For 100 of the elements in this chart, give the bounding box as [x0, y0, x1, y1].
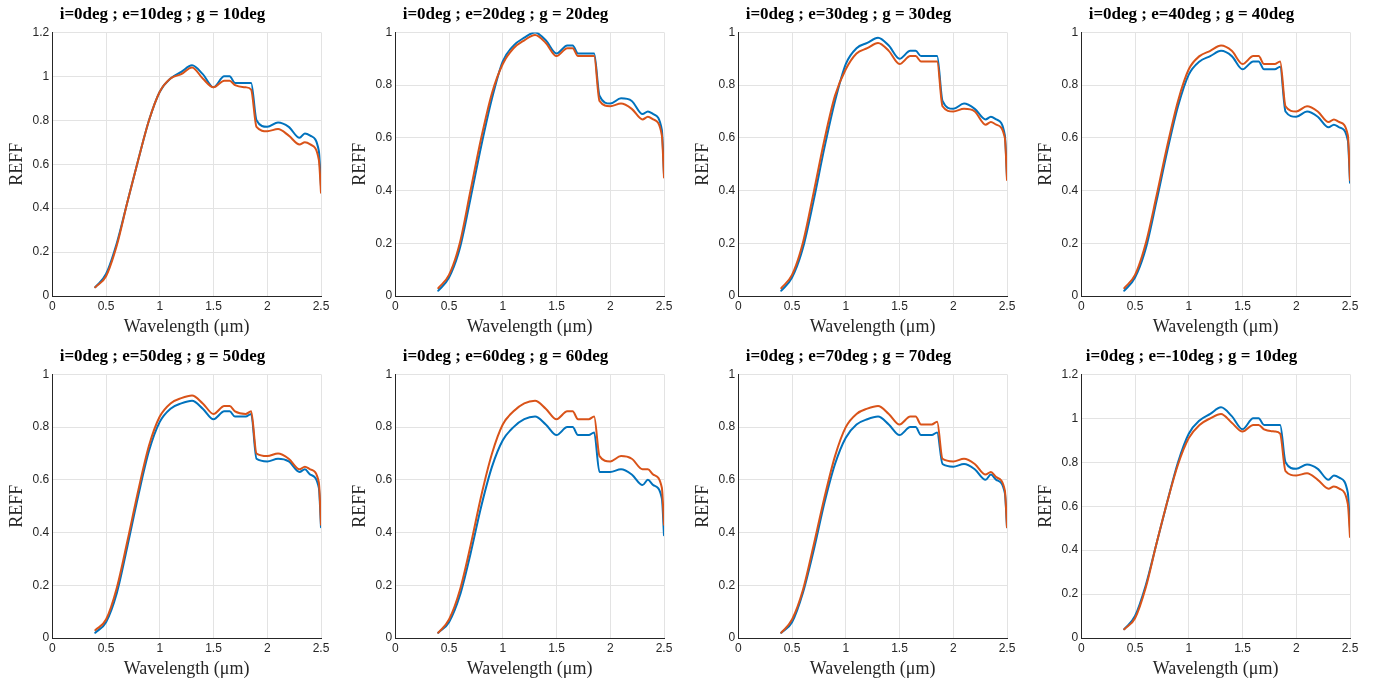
y-tick-label: 0.4	[1061, 182, 1079, 197]
chart-title: i=0deg ; e=50deg ; g = 50deg	[59, 345, 266, 365]
x-tick-label: 2	[263, 298, 271, 313]
x-tick-label: 2.5	[312, 298, 330, 313]
y-tick-label: 0.4	[375, 182, 393, 197]
y-tick-label: 1	[42, 366, 50, 381]
y-axis-title: REFF	[1034, 142, 1055, 186]
x-tick-label: 0.5	[783, 640, 801, 655]
y-tick-label: 1	[385, 366, 393, 381]
x-tick-label: 2	[949, 640, 957, 655]
x-tick-label: 1.5	[548, 298, 566, 313]
y-tick-label: 0.6	[718, 130, 736, 145]
y-tick-label: 0.8	[375, 419, 393, 434]
x-tick-label: 0.5	[97, 640, 115, 655]
y-axis-title: REFF	[348, 484, 369, 528]
y-tick-label: 0.4	[375, 524, 393, 539]
chart-title: i=0deg ; e=60deg ; g = 60deg	[402, 345, 609, 365]
chart-title: i=0deg ; e=-10deg ; g = 10deg	[1085, 345, 1298, 365]
x-tick-label: 2	[1292, 640, 1300, 655]
y-tick-label: 0	[385, 630, 393, 645]
y-tick-label: 0.6	[1061, 498, 1079, 513]
x-axis-title: Wavelength (μm)	[1152, 657, 1279, 679]
y-tick-label: 0.6	[375, 130, 393, 145]
y-tick-label: 1.2	[1061, 366, 1079, 381]
y-tick-label: 1	[728, 24, 736, 39]
y-axis-title: REFF	[691, 142, 712, 186]
y-tick-label: 1	[42, 68, 50, 83]
y-axis-title: REFF	[5, 484, 26, 528]
x-tick-label: 1	[156, 640, 164, 655]
chart-title: i=0deg ; e=10deg ; g = 10deg	[59, 3, 266, 23]
x-tick-label: 2	[1292, 298, 1300, 313]
x-tick-label: 1	[1185, 640, 1193, 655]
x-tick-label: 2.5	[1341, 298, 1359, 313]
x-tick-label: 1	[842, 298, 850, 313]
y-tick-label: 0.6	[32, 156, 50, 171]
x-axis-title: Wavelength (μm)	[466, 657, 593, 679]
x-tick-label: 2.5	[998, 298, 1016, 313]
y-tick-label: 0	[385, 288, 393, 303]
x-tick-label: 0.5	[440, 640, 458, 655]
x-tick-label: 2.5	[998, 640, 1016, 655]
y-tick-label: 0.4	[32, 200, 50, 215]
y-axis-title: REFF	[348, 142, 369, 186]
y-tick-label: 0	[42, 630, 50, 645]
y-axis-title: REFF	[691, 484, 712, 528]
y-tick-label: 0.4	[32, 524, 50, 539]
y-tick-label: 0.2	[1061, 235, 1079, 250]
x-tick-label: 1	[499, 640, 507, 655]
x-tick-label: 1.5	[1234, 298, 1252, 313]
y-tick-label: 0.2	[32, 577, 50, 592]
y-tick-label: 0.2	[32, 244, 50, 259]
y-tick-label: 0.2	[718, 235, 736, 250]
y-tick-label: 0.8	[375, 77, 393, 92]
y-tick-label: 0.4	[1061, 542, 1079, 557]
x-tick-label: 1.5	[891, 640, 909, 655]
y-tick-label: 1.2	[32, 24, 50, 39]
x-tick-label: 0.5	[1126, 640, 1144, 655]
y-tick-label: 1	[1071, 410, 1079, 425]
y-tick-label: 0.4	[718, 182, 736, 197]
x-tick-label: 2.5	[655, 298, 673, 313]
y-tick-label: 0.6	[718, 472, 736, 487]
x-tick-label: 1.5	[1234, 640, 1252, 655]
y-tick-label: 0.6	[1061, 130, 1079, 145]
y-tick-label: 0.2	[1061, 586, 1079, 601]
y-tick-label: 0.4	[718, 524, 736, 539]
y-tick-label: 0.6	[375, 472, 393, 487]
y-tick-label: 0	[1071, 288, 1079, 303]
y-tick-label: 1	[728, 366, 736, 381]
x-axis-title: Wavelength (μm)	[466, 315, 593, 337]
x-axis-title: Wavelength (μm)	[123, 315, 250, 337]
y-tick-label: 0	[728, 630, 736, 645]
y-tick-label: 0.8	[718, 419, 736, 434]
x-tick-label: 1	[1185, 298, 1193, 313]
x-tick-label: 2.5	[1341, 640, 1359, 655]
y-tick-label: 0.6	[32, 472, 50, 487]
y-axis-title: REFF	[5, 142, 26, 186]
y-axis-title: REFF	[1034, 484, 1055, 528]
y-tick-label: 1	[385, 24, 393, 39]
x-tick-label: 0.5	[440, 298, 458, 313]
chart-title: i=0deg ; e=20deg ; g = 20deg	[402, 3, 609, 23]
y-tick-label: 0.8	[32, 112, 50, 127]
x-tick-label: 2.5	[655, 640, 673, 655]
x-tick-label: 1.5	[205, 640, 223, 655]
chart-title: i=0deg ; e=70deg ; g = 70deg	[745, 345, 952, 365]
x-tick-label: 1	[499, 298, 507, 313]
y-tick-label: 0.8	[32, 419, 50, 434]
x-tick-label: 0.5	[783, 298, 801, 313]
y-tick-label: 0.2	[375, 235, 393, 250]
y-tick-label: 0	[1071, 630, 1079, 645]
x-tick-label: 1	[842, 640, 850, 655]
y-tick-label: 0.8	[1061, 77, 1079, 92]
y-tick-label: 0.2	[718, 577, 736, 592]
y-tick-label: 0	[42, 288, 50, 303]
y-tick-label: 0	[728, 288, 736, 303]
x-tick-label: 2	[606, 298, 614, 313]
x-axis-title: Wavelength (μm)	[809, 315, 936, 337]
x-tick-label: 0.5	[1126, 298, 1144, 313]
x-tick-label: 1.5	[205, 298, 223, 313]
x-axis-title: Wavelength (μm)	[1152, 315, 1279, 337]
x-axis-title: Wavelength (μm)	[123, 657, 250, 679]
x-tick-label: 2	[949, 298, 957, 313]
